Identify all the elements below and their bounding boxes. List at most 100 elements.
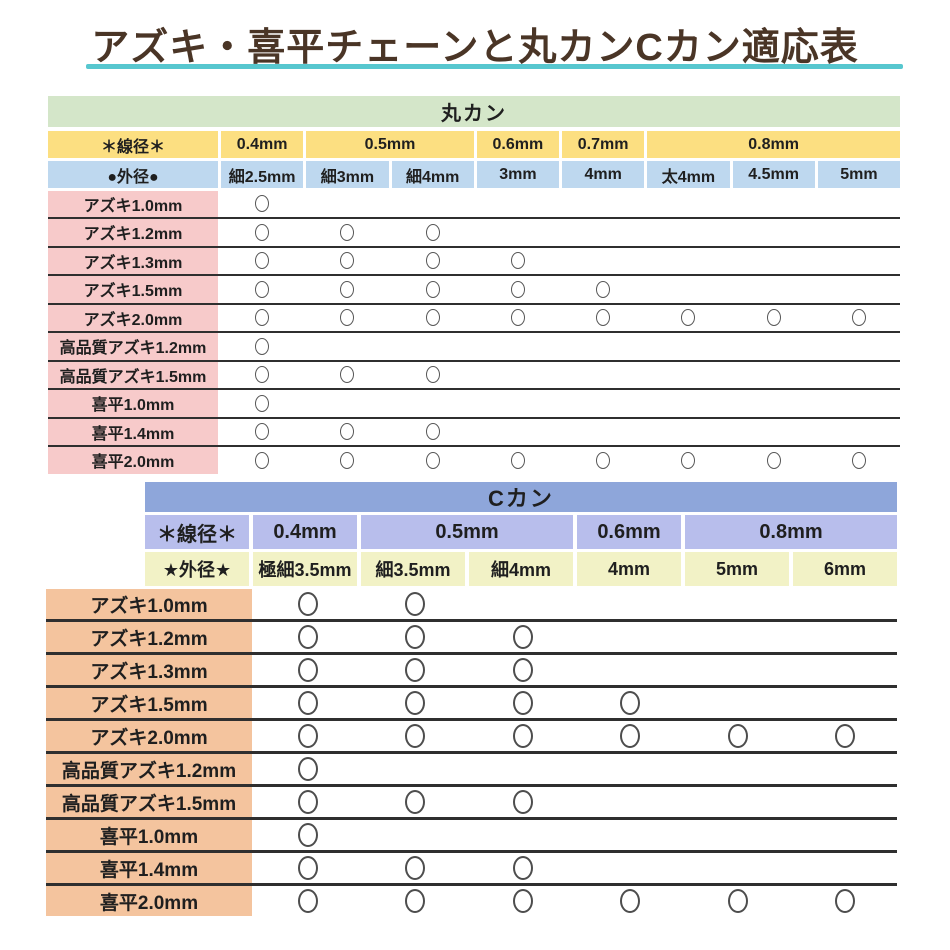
wire-diameter-cell: 0.6mm bbox=[476, 131, 559, 158]
outer-diameter-cell: 4mm bbox=[562, 161, 645, 188]
compat-cell bbox=[562, 276, 644, 303]
chain-row: 高品質アズキ1.2mm bbox=[46, 751, 897, 784]
compat-cell bbox=[364, 754, 468, 784]
compat-cell bbox=[647, 333, 729, 360]
chain-label-cell: 喜平2.0mm bbox=[48, 447, 218, 474]
maru-kan-table: 丸カン ＊線径＊ 0.4mm 0.5mm 0.6mm 0.7mm 0.8mm ●外径● … bbox=[48, 96, 900, 474]
outer-diameter-cell: 5mm bbox=[817, 161, 900, 188]
compat-cell bbox=[256, 754, 360, 784]
compat-cell bbox=[562, 305, 644, 332]
compat-cell bbox=[306, 447, 388, 474]
compat-cell bbox=[364, 655, 468, 685]
outer-diameter-cell: 細3mm bbox=[306, 161, 389, 188]
compat-cell bbox=[794, 589, 898, 619]
compat-cell bbox=[221, 219, 303, 246]
chain-label-cell: 喜平1.4mm bbox=[48, 418, 218, 445]
compat-cell bbox=[256, 589, 360, 619]
chain-label-cell: アズキ1.5mm bbox=[48, 276, 218, 303]
circle-mark-icon bbox=[512, 691, 533, 715]
compat-cell bbox=[306, 305, 388, 332]
page-title: アズキ・喜平チェーンと丸カンCカン適応表 bbox=[91, 27, 859, 69]
compat-cell bbox=[818, 447, 900, 474]
compat-cell bbox=[392, 447, 474, 474]
compat-cell bbox=[579, 754, 683, 784]
compat-cell bbox=[686, 820, 790, 850]
chain-label-cell: 高品質アズキ1.2mm bbox=[46, 754, 252, 784]
circle-mark-icon bbox=[340, 280, 355, 298]
wire-diameter-label-cell: ＊線径＊ bbox=[145, 515, 249, 549]
chain-label-cell: アズキ1.2mm bbox=[48, 219, 218, 246]
compat-cell bbox=[256, 787, 360, 817]
circle-mark-icon bbox=[512, 658, 533, 682]
compat-cell bbox=[477, 362, 559, 389]
chain-row: アズキ1.0mm bbox=[46, 589, 897, 619]
compat-cell bbox=[392, 305, 474, 332]
circle-mark-icon bbox=[340, 366, 355, 384]
circle-mark-icon bbox=[255, 423, 270, 441]
compat-cell bbox=[562, 362, 644, 389]
compat-cell bbox=[818, 305, 900, 332]
circle-mark-icon bbox=[620, 724, 641, 748]
chain-row: 喜平2.0mm bbox=[46, 883, 897, 916]
circle-mark-icon bbox=[255, 451, 270, 469]
chain-row: アズキ1.5mm bbox=[48, 274, 900, 303]
compat-cell bbox=[579, 886, 683, 916]
compat-cell bbox=[794, 655, 898, 685]
title-underline bbox=[86, 64, 903, 69]
circle-mark-icon bbox=[596, 309, 611, 327]
circle-mark-icon bbox=[766, 309, 781, 327]
chain-label-cell: アズキ2.0mm bbox=[46, 721, 252, 751]
circle-mark-icon bbox=[727, 889, 748, 913]
compat-cell bbox=[733, 305, 815, 332]
circle-mark-icon bbox=[512, 724, 533, 748]
compat-cell bbox=[818, 248, 900, 275]
compat-cell bbox=[221, 305, 303, 332]
circle-mark-icon bbox=[681, 309, 696, 327]
wire-diameter-cell: 0.4mm bbox=[221, 131, 304, 158]
compat-cell bbox=[686, 787, 790, 817]
chain-label-cell: 高品質アズキ1.2mm bbox=[48, 333, 218, 360]
compat-cell bbox=[686, 853, 790, 883]
chain-row: 高品質アズキ1.5mm bbox=[46, 784, 897, 817]
compat-cell bbox=[818, 419, 900, 446]
circle-mark-icon bbox=[297, 724, 318, 748]
compat-cell bbox=[364, 787, 468, 817]
circle-mark-icon bbox=[255, 366, 270, 384]
circle-mark-icon bbox=[405, 790, 426, 814]
outer-diameter-cell: 極細3.5mm bbox=[253, 552, 357, 586]
compat-cell bbox=[392, 248, 474, 275]
outer-diameter-cell: 細4mm bbox=[391, 161, 474, 188]
compat-cell bbox=[579, 721, 683, 751]
compat-cell bbox=[579, 688, 683, 718]
chain-row: アズキ1.5mm bbox=[46, 685, 897, 718]
circle-mark-icon bbox=[620, 691, 641, 715]
compat-cell bbox=[471, 688, 575, 718]
circle-mark-icon bbox=[297, 592, 318, 616]
chain-row: 高品質アズキ1.2mm bbox=[48, 331, 900, 360]
circle-mark-icon bbox=[425, 366, 440, 384]
chain-row: 喜平1.0mm bbox=[46, 817, 897, 850]
compat-cell bbox=[221, 276, 303, 303]
circle-mark-icon bbox=[255, 337, 270, 355]
compat-cell bbox=[562, 248, 644, 275]
circle-mark-icon bbox=[510, 309, 525, 327]
compat-cell bbox=[306, 276, 388, 303]
chain-label-cell: 喜平1.0mm bbox=[46, 820, 252, 850]
compat-cell bbox=[471, 721, 575, 751]
wire-diameter-row: ＊線径＊ 0.4mm 0.5mm 0.6mm 0.8mm bbox=[145, 515, 897, 549]
outer-diameter-label-cell: ★外径★ bbox=[145, 552, 249, 586]
compat-cell bbox=[392, 390, 474, 417]
chain-row: アズキ1.3mm bbox=[48, 245, 900, 275]
compat-cell bbox=[562, 219, 644, 246]
compat-cell bbox=[477, 333, 559, 360]
compat-cell bbox=[647, 219, 729, 246]
compat-cell bbox=[364, 886, 468, 916]
circle-mark-icon bbox=[512, 889, 533, 913]
compat-cell bbox=[477, 276, 559, 303]
circle-mark-icon bbox=[297, 889, 318, 913]
chain-label-cell: アズキ1.2mm bbox=[46, 622, 252, 652]
compat-cell bbox=[471, 820, 575, 850]
compat-cell bbox=[794, 688, 898, 718]
compat-cell bbox=[471, 655, 575, 685]
outer-diameter-row: ★外径★ 極細3.5mm 細3.5mm 細4mm 4mm 5mm 6mm bbox=[145, 552, 897, 586]
